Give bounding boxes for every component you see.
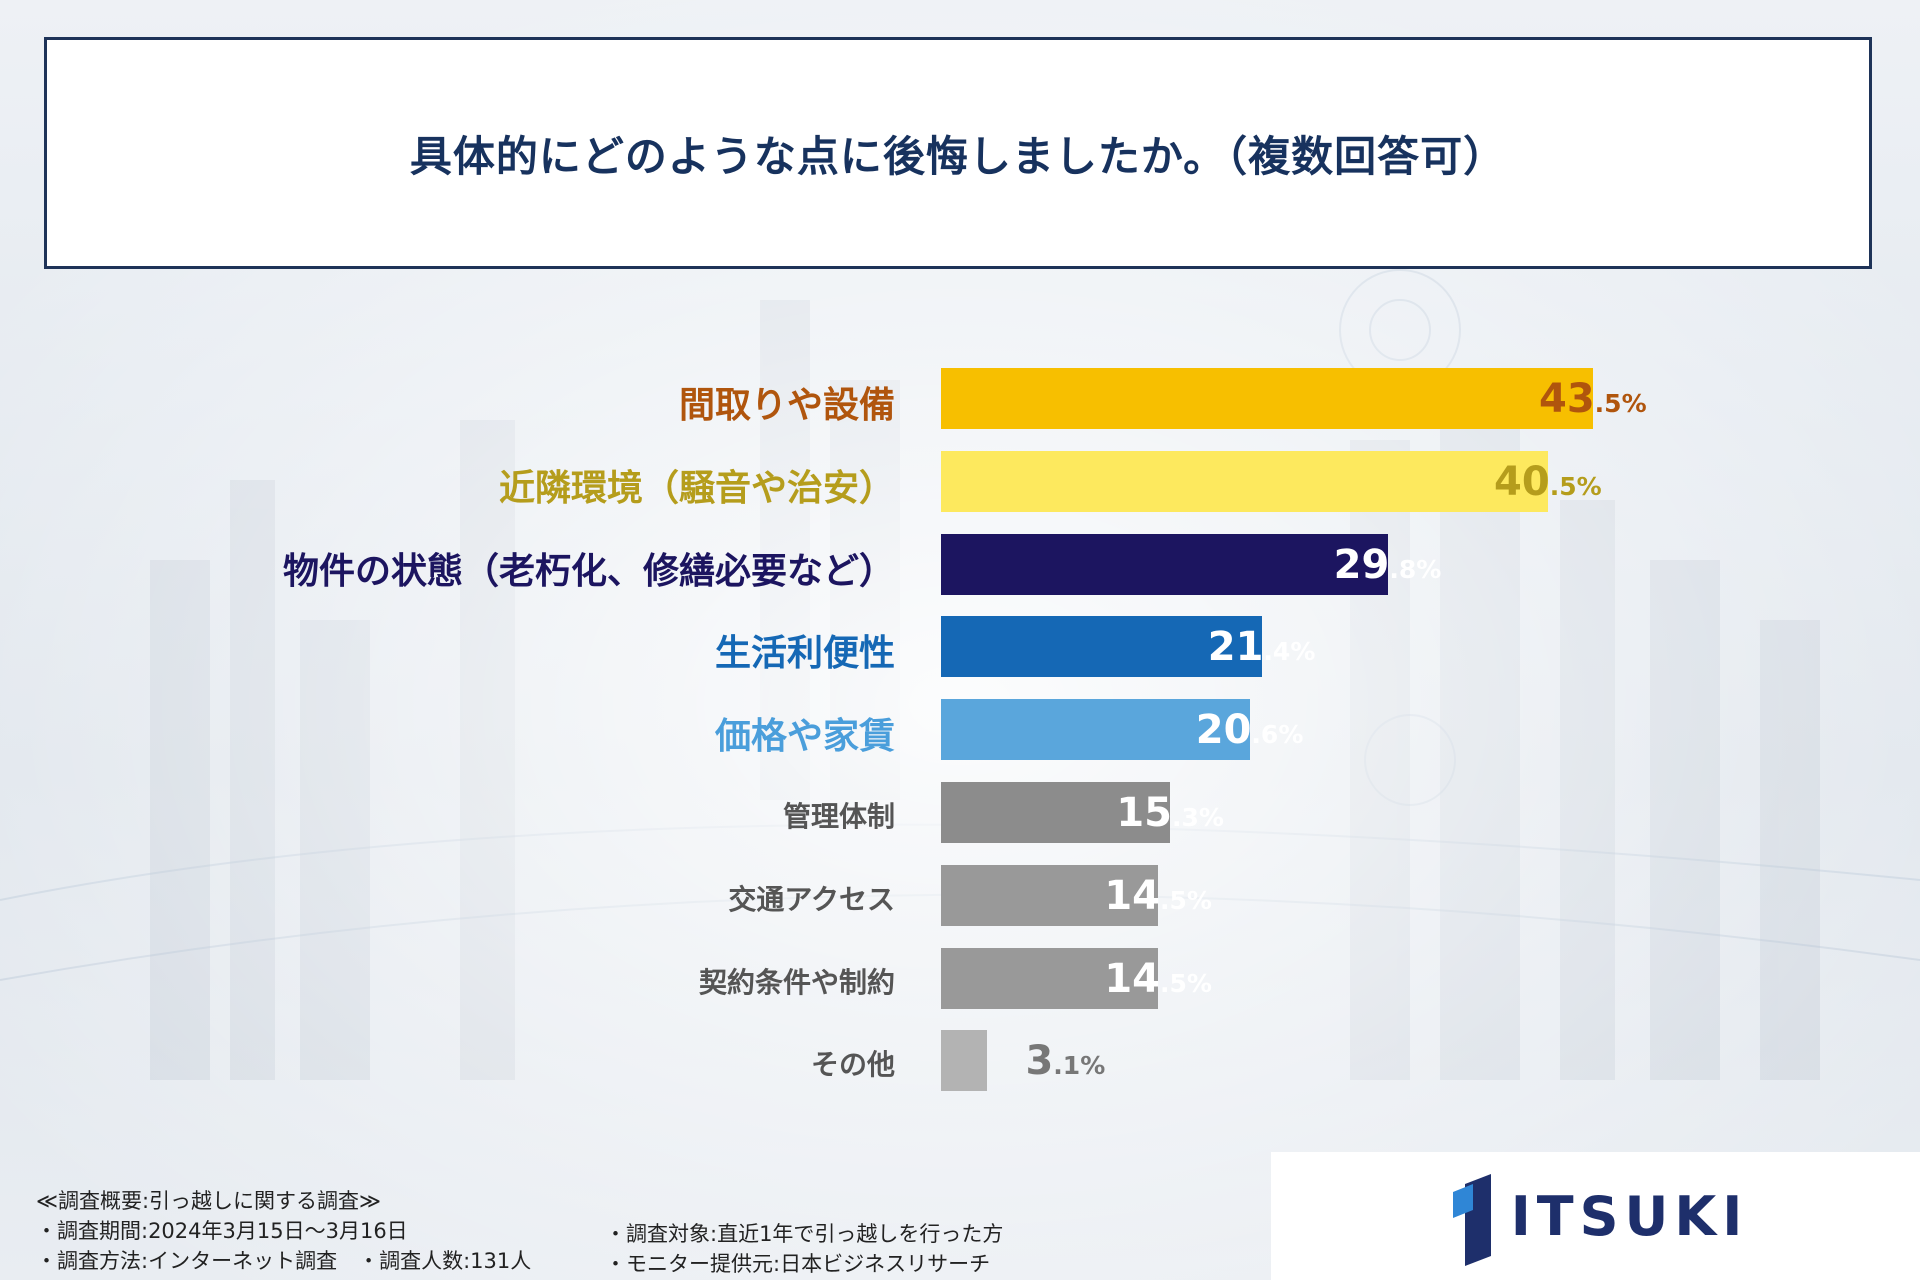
bar [941,533,1388,595]
value-label: 20.6% [1195,707,1304,754]
chart-title: 具体的にどのような点に後悔しましたか。（複数回答可） [409,131,1507,181]
category-label: 交通アクセス [728,882,895,916]
category-label: 間取りや設備 [678,385,895,426]
value-label: 40.5% [1494,458,1602,505]
value-label: 14.5% [1104,955,1212,1002]
category-label: その他 [810,1048,895,1082]
category-label: 近隣環境（騒音や治安） [498,467,895,509]
category-label: 価格や家賃 [714,716,895,758]
category-label: 生活利便性 [714,633,895,675]
bar [941,864,1159,926]
category-label: 管理体制 [782,800,895,833]
survey-heading: ≪調査概要:引っ越しに関する調査≫ [36,1189,382,1213]
itsuki-logo-mark-icon [1452,1174,1491,1266]
logo: ITSUKI [1271,1152,1920,1280]
logo-text: ITSUKI [1510,1184,1749,1248]
category-label: 契約条件や制約 [698,965,895,999]
bar [941,1030,988,1092]
survey-provider: ・モニター提供元:日本ビジネスリサーチ [605,1252,991,1276]
bar [941,699,1250,761]
value-label: 29.8% [1333,541,1442,588]
category-label: 物件の状態（老朽化、修繕必要など） [282,550,895,592]
bar [941,450,1549,512]
value-label: 15.3% [1116,790,1224,836]
bar [941,947,1159,1009]
bar [941,782,1171,843]
survey-method: ・調査方法:インターネット調査 ・調査人数:131人 [36,1249,532,1273]
survey-target: ・調査対象:直近1年で引っ越しを行った方 [605,1222,1004,1246]
survey-period: ・調査期間:2024年3月15日～3月16日 [36,1219,408,1243]
value-label: 43.5% [1539,376,1647,422]
bar [941,616,1262,678]
value-label: 14.5% [1104,872,1212,919]
value-label: 3.1% [1025,1038,1106,1085]
bar [941,368,1593,429]
value-label: 21.4% [1207,624,1316,671]
title-box: 具体的にどのような点に後悔しましたか。（複数回答可） [44,37,1872,269]
